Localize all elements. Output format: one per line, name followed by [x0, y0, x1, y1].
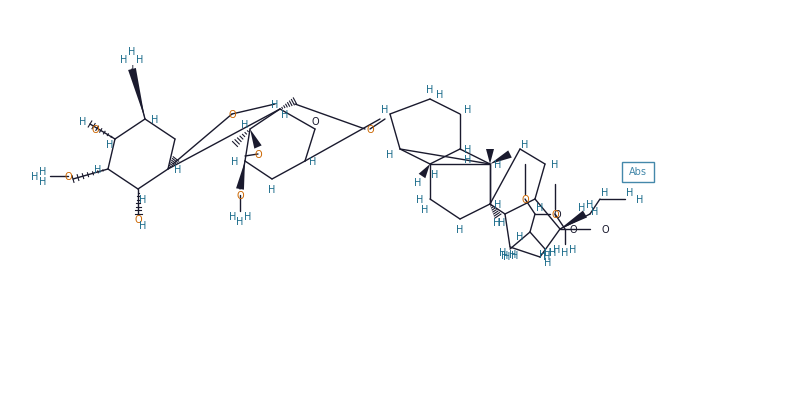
- Text: H: H: [457, 224, 464, 235]
- Text: O: O: [569, 224, 577, 235]
- Text: H: H: [128, 47, 135, 57]
- Text: H: H: [626, 188, 633, 197]
- Text: H: H: [495, 199, 502, 209]
- Text: H: H: [39, 166, 47, 177]
- Text: H: H: [551, 159, 559, 170]
- Text: H: H: [230, 211, 237, 221]
- Text: H: H: [427, 85, 434, 95]
- Text: H: H: [504, 252, 511, 261]
- Text: O: O: [551, 209, 559, 219]
- Polygon shape: [128, 69, 145, 120]
- Text: O: O: [64, 171, 72, 182]
- Text: H: H: [244, 211, 251, 221]
- FancyBboxPatch shape: [622, 163, 654, 183]
- Text: H: H: [586, 199, 594, 209]
- Text: H: H: [32, 171, 39, 182]
- Text: H: H: [536, 202, 543, 212]
- Text: H: H: [79, 117, 87, 127]
- Text: O: O: [236, 190, 244, 201]
- Text: H: H: [268, 185, 276, 195]
- Text: H: H: [539, 249, 547, 259]
- Text: H: H: [152, 115, 159, 125]
- Text: H: H: [436, 90, 444, 100]
- Text: Abs: Abs: [629, 166, 647, 177]
- Text: H: H: [569, 244, 577, 254]
- Text: H: H: [139, 195, 147, 204]
- Text: H: H: [236, 216, 243, 226]
- Text: H: H: [543, 252, 551, 261]
- Text: H: H: [39, 177, 47, 187]
- Text: H: H: [309, 157, 316, 166]
- Text: H: H: [414, 178, 422, 188]
- Text: H: H: [431, 170, 439, 180]
- Polygon shape: [490, 151, 512, 165]
- Text: H: H: [272, 100, 279, 110]
- Polygon shape: [486, 150, 494, 165]
- Text: H: H: [521, 140, 529, 150]
- Text: O: O: [91, 125, 99, 135]
- Text: H: H: [381, 105, 388, 115]
- Text: H: H: [136, 55, 144, 65]
- Text: H: H: [544, 247, 551, 257]
- Text: H: H: [174, 165, 182, 175]
- Text: H: H: [386, 150, 393, 159]
- Text: H: H: [553, 244, 560, 254]
- Text: |: |: [131, 64, 134, 75]
- Text: H: H: [139, 221, 147, 230]
- Text: H: H: [591, 206, 599, 216]
- Text: H: H: [493, 218, 500, 228]
- Text: H: H: [511, 250, 519, 260]
- Text: O: O: [521, 195, 529, 204]
- Text: H: H: [416, 195, 423, 204]
- Text: H: H: [637, 195, 644, 204]
- Polygon shape: [236, 161, 245, 190]
- Text: H: H: [281, 110, 289, 120]
- Text: O: O: [254, 150, 262, 159]
- Text: H: H: [509, 249, 517, 259]
- Text: H: H: [549, 247, 556, 257]
- Polygon shape: [250, 130, 262, 149]
- Text: H: H: [242, 120, 249, 130]
- Polygon shape: [560, 211, 587, 230]
- Text: H: H: [465, 154, 472, 165]
- Text: H: H: [500, 247, 507, 257]
- Text: H: H: [517, 231, 524, 242]
- Text: H: H: [231, 157, 238, 166]
- Text: H: H: [544, 257, 551, 267]
- Text: H: H: [561, 247, 569, 257]
- Text: O: O: [367, 125, 374, 135]
- Text: O: O: [553, 209, 561, 219]
- Text: O: O: [228, 110, 236, 120]
- Text: H: H: [495, 159, 502, 170]
- Text: H: H: [94, 165, 101, 175]
- Text: O: O: [601, 224, 609, 235]
- Text: H: H: [465, 145, 472, 154]
- Text: O: O: [311, 117, 319, 127]
- Text: H: H: [498, 218, 506, 228]
- Polygon shape: [418, 165, 430, 179]
- Text: H: H: [120, 55, 127, 65]
- Text: H: H: [421, 204, 429, 214]
- Text: H: H: [601, 188, 609, 197]
- Text: O: O: [134, 214, 142, 224]
- Text: H: H: [501, 250, 508, 260]
- Text: H: H: [578, 202, 586, 212]
- Text: H: H: [465, 105, 472, 115]
- Text: H: H: [106, 140, 114, 150]
